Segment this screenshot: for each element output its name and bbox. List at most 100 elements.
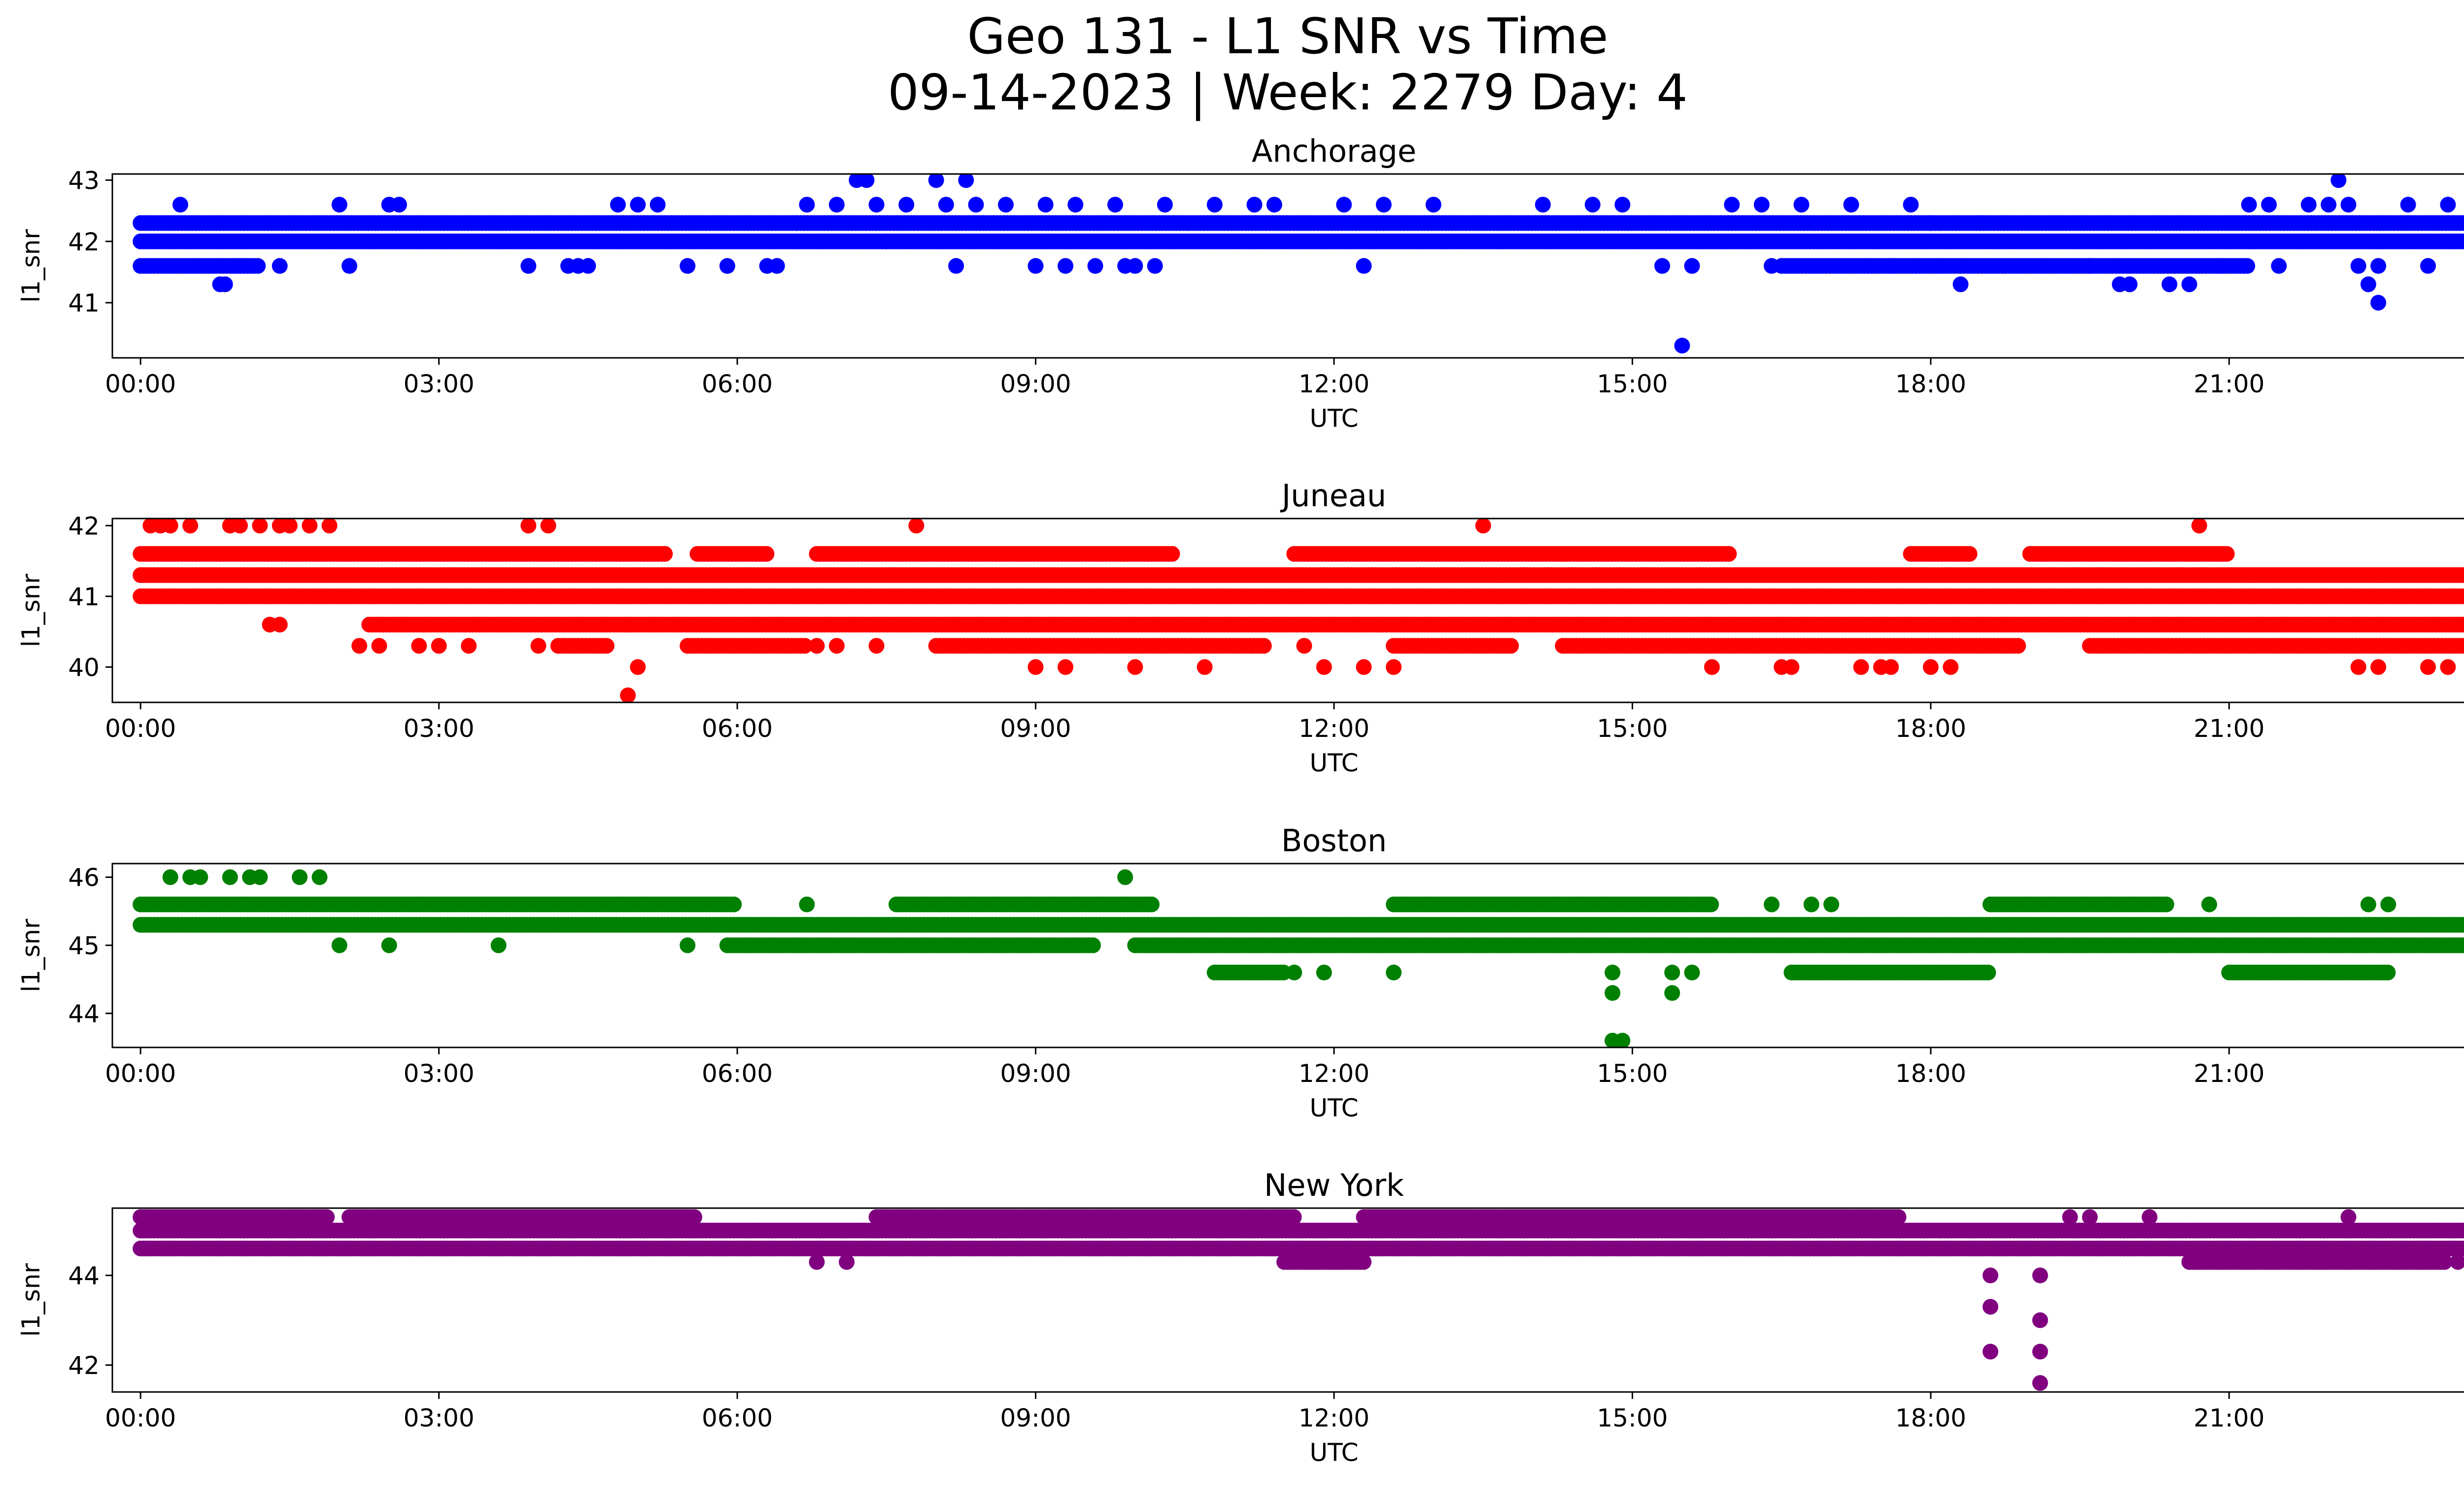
data-point <box>938 197 954 213</box>
data-point <box>2239 258 2256 274</box>
data-point <box>1157 197 1173 213</box>
x-tick-label: 12:00 <box>1299 370 1369 398</box>
x-tick-label: 15:00 <box>1597 714 1668 743</box>
y-axis-label: l1_snr <box>17 574 45 647</box>
data-point <box>2420 659 2436 675</box>
data-point <box>1246 197 1263 213</box>
data-point <box>2211 258 2227 274</box>
data-point <box>2161 276 2178 292</box>
y-tick-label: 40 <box>68 653 100 682</box>
data-point <box>868 197 885 213</box>
data-point <box>799 197 815 213</box>
data-point <box>1336 197 1352 213</box>
data-point <box>2370 295 2387 311</box>
data-points <box>133 174 2464 354</box>
data-point <box>2330 174 2347 188</box>
data-point <box>250 258 266 274</box>
x-tick-label: 06:00 <box>702 714 773 743</box>
data-point <box>1903 197 1919 213</box>
data-point <box>680 258 696 274</box>
data-point <box>1783 659 1800 675</box>
figure-subtitle: 09-14-2023 | Week: 2279 Day: 4 <box>888 64 1688 121</box>
data-point <box>968 197 984 213</box>
y-tick-label: 41 <box>68 289 100 317</box>
data-point <box>182 519 199 534</box>
data-point <box>1843 197 1859 213</box>
data-point <box>1503 638 1519 654</box>
data-point <box>958 174 974 188</box>
data-point <box>371 638 387 654</box>
data-point <box>1614 197 1631 213</box>
data-point <box>342 258 357 274</box>
data-point <box>809 638 825 654</box>
data-point <box>1027 258 1044 274</box>
data-point <box>1684 258 1700 274</box>
data-point <box>1087 258 1103 274</box>
x-tick-label: 09:00 <box>1000 370 1071 398</box>
data-point <box>530 638 547 654</box>
data-point <box>321 519 338 534</box>
data-point <box>928 174 944 188</box>
x-tick-label: 03:00 <box>404 714 475 743</box>
data-point <box>998 197 1014 213</box>
data-point <box>1356 258 1372 274</box>
data-point <box>431 638 447 654</box>
data-point <box>2360 276 2376 292</box>
x-axis-label: UTC <box>1309 749 1358 777</box>
data-point <box>1961 546 1978 562</box>
data-point <box>1475 519 1491 534</box>
data-point <box>2321 197 2337 213</box>
data-point <box>1256 638 1272 654</box>
data-point <box>2271 258 2287 274</box>
data-point <box>1107 197 1123 213</box>
data-point <box>1724 197 1740 213</box>
x-axis-label: UTC <box>1309 404 1358 433</box>
panel-title: Anchorage <box>1252 133 1416 169</box>
data-point <box>858 174 875 188</box>
data-point <box>1067 197 1084 213</box>
data-point <box>391 197 407 213</box>
data-point <box>1386 659 1402 675</box>
data-point <box>2440 659 2456 675</box>
data-point <box>1164 546 1180 562</box>
data-point <box>1584 197 1601 213</box>
data-points <box>133 869 2464 1047</box>
data-point <box>2350 258 2366 274</box>
data-point <box>1197 659 1213 675</box>
data-point <box>2461 569 2464 582</box>
data-point <box>2400 197 2416 213</box>
data-point <box>1764 258 1780 274</box>
data-point <box>1206 197 1223 213</box>
x-tick-label: 21:00 <box>2193 370 2264 398</box>
data-point <box>908 519 924 534</box>
data-point <box>1952 276 1969 292</box>
data-point <box>1147 258 1163 274</box>
data-point <box>2010 638 2026 654</box>
data-point <box>540 519 556 534</box>
data-point <box>1674 338 1690 354</box>
data-point <box>797 638 813 654</box>
x-tick-label: 12:00 <box>1299 714 1369 743</box>
data-point <box>252 519 268 534</box>
data-point <box>520 258 537 274</box>
data-point <box>1721 546 1737 562</box>
data-point <box>878 233 894 249</box>
panel-title: Boston <box>1281 823 1387 859</box>
data-point <box>630 659 646 675</box>
data-point <box>172 197 188 213</box>
data-point <box>1943 659 1959 675</box>
figure-title: Geo 131 - L1 SNR vs Time <box>967 7 1608 65</box>
data-point <box>2340 197 2357 213</box>
data-point <box>232 258 248 274</box>
data-point <box>1922 659 1939 675</box>
data-point <box>281 519 298 534</box>
data-point <box>630 197 646 213</box>
data-point <box>2241 197 2257 213</box>
x-tick-label: 06:00 <box>702 370 773 398</box>
data-point <box>1144 896 1160 912</box>
data-point <box>1027 659 1044 675</box>
y-axis-label: l1_snr <box>17 229 45 303</box>
data-point <box>1883 659 1899 675</box>
